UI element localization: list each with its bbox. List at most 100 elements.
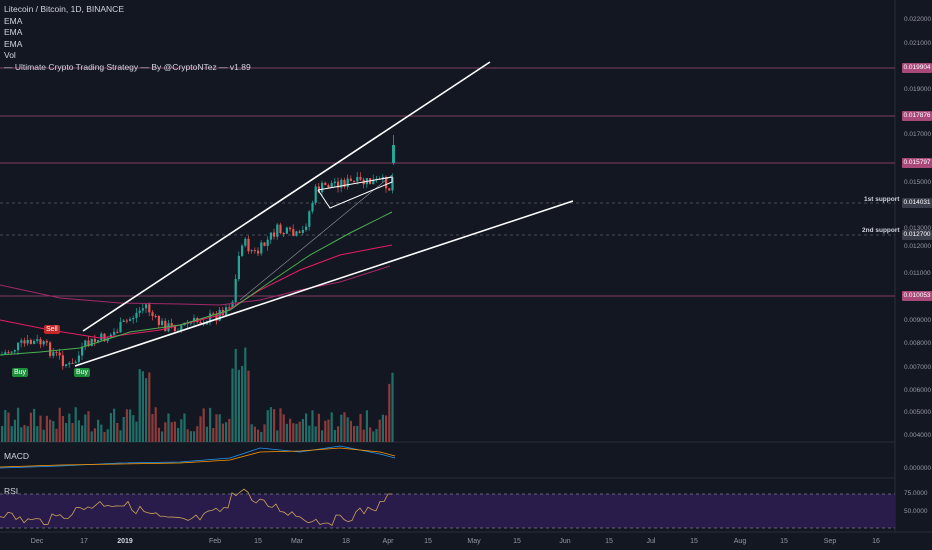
volume-bar: [129, 409, 132, 442]
volume-bar: [109, 413, 112, 442]
candle: [42, 341, 45, 345]
candle: [292, 229, 295, 236]
candle: [81, 346, 84, 356]
candle: [337, 181, 340, 188]
candle: [234, 279, 237, 302]
candle: [26, 339, 29, 344]
volume-bar: [193, 431, 196, 442]
indicator-ema-3[interactable]: EMA: [4, 38, 23, 49]
volume-bar: [90, 431, 93, 442]
candle: [77, 355, 80, 362]
volume-bar: [39, 415, 42, 442]
price-tick-label: 0.007000: [904, 364, 932, 371]
volume-bar: [4, 410, 7, 442]
candle: [90, 338, 93, 346]
candle: [260, 242, 263, 254]
indicator-ema-1[interactable]: EMA: [4, 15, 23, 26]
volume-bar: [33, 408, 36, 442]
candle: [52, 352, 55, 356]
rsi-pane-label[interactable]: RSI: [4, 486, 19, 496]
candle: [273, 232, 276, 237]
volume-bar: [244, 347, 247, 442]
volume-bar: [170, 422, 173, 442]
volume-bar: [378, 419, 381, 442]
volume-bar: [29, 412, 32, 442]
candle: [346, 178, 349, 187]
candle: [311, 202, 314, 212]
volume-bar: [212, 428, 215, 442]
volume-bar: [381, 414, 384, 442]
candle: [193, 318, 196, 323]
time-tick-label: 18: [342, 538, 350, 545]
volume-bar: [180, 419, 183, 442]
time-tick-label: 16: [872, 538, 880, 545]
symbol-title[interactable]: Litecoin / Bitcoin, 1D, BINANCE: [4, 4, 124, 14]
volume-bar: [135, 421, 138, 442]
time-tick-label: Apr: [382, 538, 394, 545]
candle: [276, 224, 279, 237]
buy-signal: Buy: [12, 368, 29, 377]
volume-bar: [276, 430, 279, 442]
candle: [305, 226, 308, 230]
volume-bar: [122, 416, 125, 442]
volume-bar: [10, 426, 13, 442]
volume-bar: [13, 419, 16, 442]
candle: [167, 323, 170, 332]
time-tick-label: Jul: [646, 538, 656, 545]
candle: [263, 242, 266, 246]
candle: [84, 340, 87, 347]
price-level-badge[interactable]: 0.015797: [902, 158, 932, 168]
indicator-ema-2[interactable]: EMA: [4, 27, 23, 37]
rsi-tick-label: 75.0000: [904, 490, 928, 497]
volume-bar: [161, 431, 164, 442]
volume-bar: [177, 427, 180, 442]
price-level-badge[interactable]: 0.014031: [902, 198, 932, 208]
volume-bar: [183, 413, 186, 442]
candle: [68, 363, 71, 365]
candle: [247, 238, 250, 252]
price-level-badge[interactable]: 0.010053: [902, 291, 932, 301]
volume-bar: [157, 427, 160, 442]
macd-pane-label[interactable]: MACD: [4, 451, 30, 461]
candle: [330, 183, 333, 188]
time-tick-label: Feb: [208, 538, 222, 545]
volume-bar: [349, 420, 352, 442]
volume-bar: [167, 413, 170, 442]
volume-bar: [71, 423, 74, 442]
volume-bar: [372, 431, 375, 442]
candle: [4, 352, 7, 355]
first-support-label: 1st support: [864, 196, 900, 203]
volume-bar: [84, 414, 87, 442]
candle: [100, 333, 103, 341]
price-level-badge[interactable]: 0.012700: [902, 230, 932, 240]
sell-signal: Sell: [44, 325, 60, 334]
volume-bar: [209, 407, 212, 442]
price-tick-label: 0.005000: [904, 409, 932, 416]
price-level-badge[interactable]: 0.019904: [902, 63, 932, 73]
pennant: [317, 176, 393, 209]
volume-bar: [215, 414, 218, 442]
candle: [151, 312, 154, 316]
candle: [161, 320, 164, 326]
volume-bar: [74, 407, 77, 442]
candle: [285, 227, 288, 234]
upper-trendline: [82, 61, 491, 332]
volume-bar: [61, 415, 64, 442]
candle: [269, 232, 272, 240]
price-level-badge[interactable]: 0.017876: [902, 111, 932, 121]
volume-bar: [295, 423, 298, 442]
time-tick-label: 17: [80, 538, 88, 545]
volume-bar: [375, 429, 378, 442]
indicator-strategy[interactable]: — Ultimate Crypto Trading Strategy — By …: [4, 61, 251, 72]
volume-bar: [356, 425, 359, 442]
buy-signal: Buy: [74, 368, 91, 377]
candle: [231, 301, 234, 308]
indicator-volume[interactable]: Vol: [4, 50, 16, 60]
volume-bar: [298, 421, 301, 442]
candle: [385, 176, 388, 189]
volume-bar: [301, 419, 304, 442]
ema-line: [0, 265, 391, 306]
volume-bar: [225, 422, 228, 442]
candle: [215, 314, 218, 321]
